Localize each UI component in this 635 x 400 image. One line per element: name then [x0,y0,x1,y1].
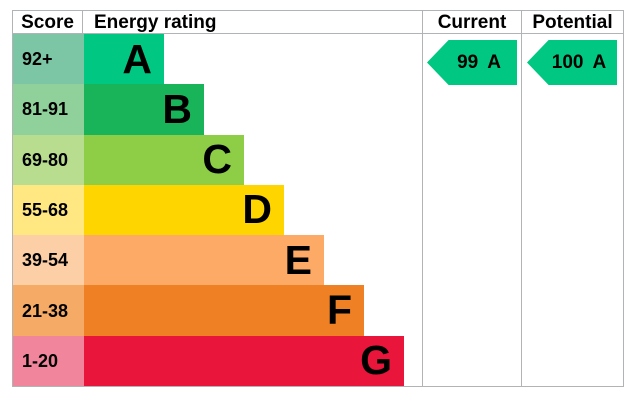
band-row-c: 69-80 C [13,134,422,185]
band-row-b: 81-91 B [13,84,422,135]
band-letter-e: E [284,236,312,283]
band-bar-f: F [84,285,364,336]
band-row-f: 21-38 F [13,285,422,336]
current-rating-value: 99 [457,52,479,73]
band-letter-c: C [202,136,232,183]
band-score-range: 69-80 [13,134,84,185]
table-header: Score Energy rating [13,11,422,34]
band-rows: 92+ A 81-91 B 69-80 C 55-68 D 39-54 E 21… [13,34,422,386]
band-score-range: 39-54 [13,235,84,286]
band-row-g: 1-20 G [13,335,422,386]
potential-column-header: Potential [522,11,623,34]
energy-rating-table: Score Energy rating 92+ A 81-91 B 69-80 … [12,10,422,387]
band-score-range: 1-20 [13,335,84,386]
band-score-range: 21-38 [13,285,84,336]
current-column-header: Current [423,11,521,34]
band-letter-b: B [162,85,192,132]
band-score-range: 81-91 [13,84,84,135]
potential-rating-value: 100 [551,52,584,73]
band-bar-g: G [84,335,404,386]
band-row-d: 55-68 D [13,184,422,236]
band-letter-f: F [326,287,352,334]
band-bar-e: E [84,235,324,286]
potential-rating-column: Potential 100 A [522,10,624,387]
band-bar-b: B [84,84,204,135]
band-score-range: 92+ [13,34,84,85]
band-row-e: 39-54 E [13,235,422,286]
band-bar-d: D [84,184,284,236]
band-row-a: 92+ A [13,34,422,85]
energy-rating-column-header: Energy rating [94,11,217,33]
band-score-range: 55-68 [13,184,84,236]
band-letter-g: G [360,337,392,384]
potential-rating-arrow: 100 A [527,40,617,85]
potential-rating-letter: A [592,52,607,73]
band-bar-a: A [84,34,164,85]
current-rating-arrow: 99 A [427,40,517,85]
current-rating-letter: A [487,52,501,73]
current-rating-column: Current 99 A [422,10,522,387]
band-bar-c: C [84,134,244,185]
band-letter-a: A [122,35,152,82]
band-letter-d: D [242,186,272,233]
score-column-header: Score [13,11,83,33]
